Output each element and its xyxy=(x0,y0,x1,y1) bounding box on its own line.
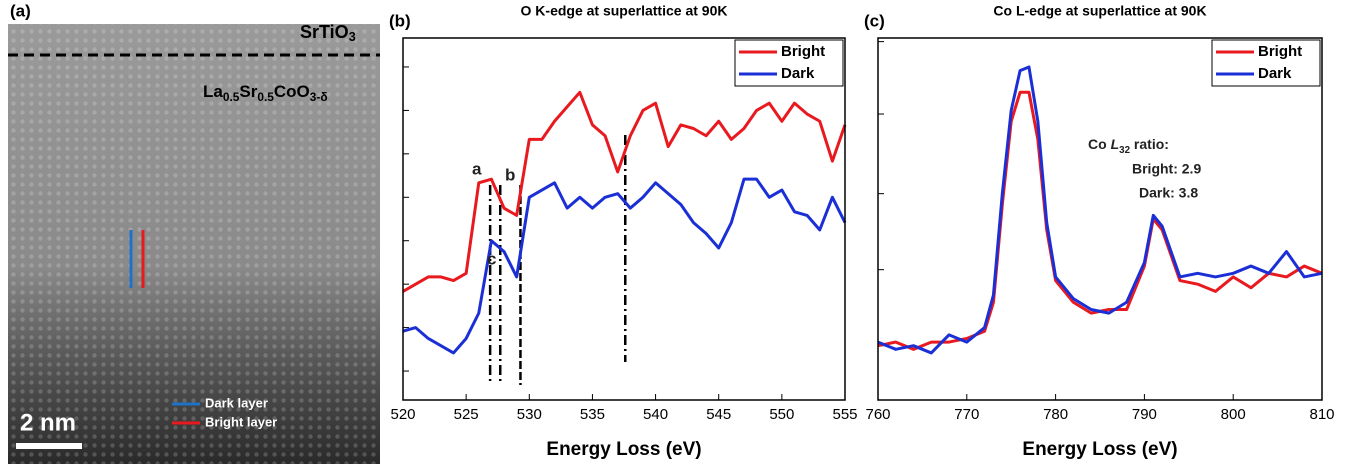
annotation: a xyxy=(472,159,482,178)
x-tick-label: 800 xyxy=(1221,406,1246,423)
x-tick-label: 810 xyxy=(1309,406,1334,423)
legend-box xyxy=(1211,39,1321,87)
x-tick-label: 770 xyxy=(954,406,979,423)
x-tick-label: 555 xyxy=(832,406,857,423)
annotation: b xyxy=(505,165,515,184)
legend-box xyxy=(734,39,844,87)
x-axis-title: Energy Loss (eV) xyxy=(546,439,701,460)
legend-label: Dark xyxy=(781,65,815,82)
subscript: 0.5 xyxy=(257,90,274,104)
plot-frame xyxy=(877,37,1323,401)
subscript: 3-δ xyxy=(310,90,328,104)
annotation-part: 32 xyxy=(1119,145,1130,156)
series-line xyxy=(877,65,1323,355)
series-line xyxy=(877,90,1323,351)
annotation-part: Co xyxy=(1088,136,1111,152)
x-axis-title: Energy Loss (eV) xyxy=(1022,439,1177,460)
text-part: La xyxy=(203,82,223,101)
text-part: CoO xyxy=(274,82,310,101)
annotation-part: L xyxy=(1111,136,1120,152)
legend-label: Bright xyxy=(1258,43,1302,60)
x-tick-label: 550 xyxy=(769,406,794,423)
panel-label: (b) xyxy=(389,11,411,30)
plot-frame xyxy=(402,37,846,401)
x-tick-label: 530 xyxy=(517,406,542,423)
chart-title: O K-edge at superlattice at 90K xyxy=(521,3,728,19)
series-line xyxy=(402,90,847,293)
annotation: Bright: 2.9 xyxy=(1132,161,1201,177)
chart-panel: (b) O K-edge at superlattice at 90K Energy… xyxy=(389,3,858,460)
subscript: 0.5 xyxy=(223,90,240,104)
x-tick-label: 520 xyxy=(390,406,415,423)
panel-label: (a) xyxy=(10,1,31,20)
x-tick-label: 760 xyxy=(865,406,890,423)
annotation: c xyxy=(487,249,496,268)
chart-title: Co L-edge at superlattice at 90K xyxy=(993,3,1206,19)
annotation-part: ratio: xyxy=(1130,136,1169,152)
text-part: SrTiO xyxy=(300,22,349,42)
annotation: Dark: 3.8 xyxy=(1139,185,1198,201)
legend-label: Dark layer xyxy=(205,395,268,410)
panel-label: (c) xyxy=(864,11,885,30)
legend-label: Dark xyxy=(1258,65,1292,82)
scale-bar-label: 2 nm xyxy=(20,409,76,436)
x-tick-label: 780 xyxy=(1043,406,1068,423)
legend-label: Bright xyxy=(781,43,825,60)
stem-lattice xyxy=(8,24,380,464)
legend-label: Bright layer xyxy=(205,414,277,429)
x-tick-label: 545 xyxy=(706,406,731,423)
x-tick-label: 535 xyxy=(580,406,605,423)
layer-label: La0.5Sr0.5CoO3-δ xyxy=(203,82,328,104)
x-tick-label: 790 xyxy=(1132,406,1157,423)
series-line xyxy=(402,177,847,355)
text-part: Sr xyxy=(239,82,257,101)
stem-panel: (a) Dark layer Bright layer 2 nm SrTiO3 … xyxy=(8,1,380,464)
layer-label: SrTiO3 xyxy=(300,22,356,45)
chart-panel: (c) Co L-edge at superlattice at 90K Energ… xyxy=(864,3,1335,460)
x-tick-label: 540 xyxy=(643,406,668,423)
x-tick-label: 525 xyxy=(454,406,479,423)
subscript: 3 xyxy=(349,30,356,44)
annotation: Co L32 ratio: xyxy=(1088,136,1169,156)
